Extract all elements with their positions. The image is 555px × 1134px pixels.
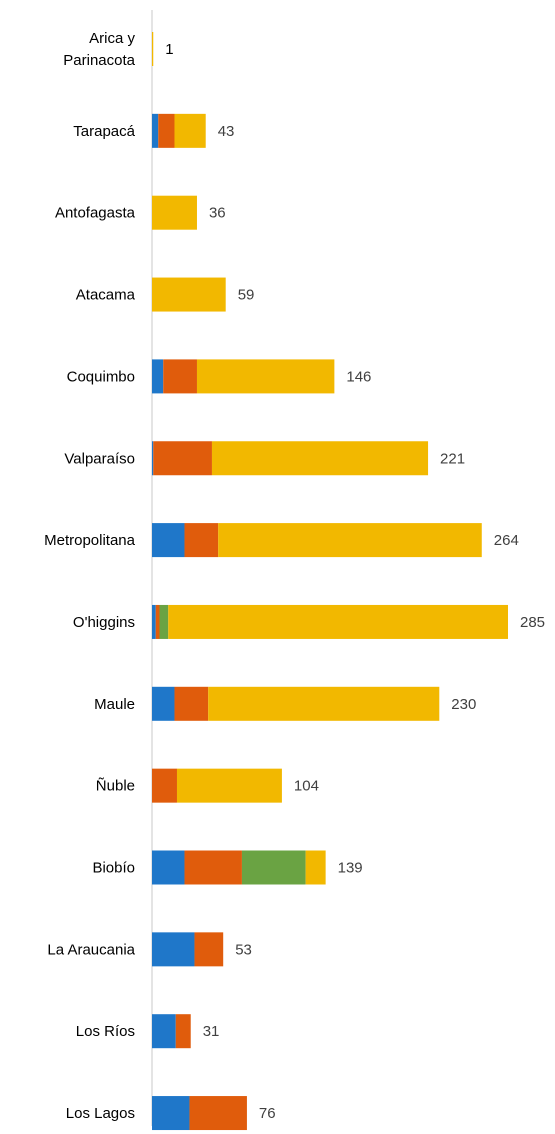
bar-segment-maule-series-4 (208, 686, 440, 721)
bar-segment-valparaiso-series-2 (153, 441, 212, 476)
bar-segment-biobio-series-1 (152, 850, 185, 885)
bar-segment-o-higgins-series-3 (159, 604, 169, 639)
bar-segment-metropolitana-series-2 (184, 523, 219, 558)
bar-segment-o-higgins-series-2 (155, 604, 160, 639)
total-label-o-higgins: 285 (520, 614, 545, 631)
category-label-line: Valparaíso (64, 450, 135, 467)
category-label-atacama: Atacama (76, 287, 136, 304)
bar-segment-valparaiso-series-1 (152, 441, 154, 476)
total-label-maule: 230 (451, 696, 476, 713)
total-label-nuble: 104 (294, 778, 319, 795)
total-label-los-rios: 31 (203, 1023, 220, 1040)
bar-segment-los-lagos-series-1 (152, 1096, 190, 1131)
bar-segment-tarapaca-series-4 (174, 113, 206, 148)
bar-segment-los-lagos-series-2 (189, 1096, 247, 1131)
total-label-atacama: 59 (238, 287, 255, 304)
bar-segment-la-araucania-series-2 (194, 932, 224, 967)
bar-segment-coquimbo-series-2 (163, 359, 197, 394)
total-label-metropolitana: 264 (494, 532, 519, 549)
category-label-la-araucania: La Araucania (47, 941, 135, 958)
bar-segment-o-higgins-series-4 (168, 604, 509, 639)
bar-segment-maule-series-2 (174, 686, 209, 721)
category-label-nuble: Ñuble (96, 778, 135, 795)
category-label-line: Maule (94, 696, 135, 713)
bars-layer (152, 32, 509, 1131)
bar-segment-los-rios-series-1 (152, 1014, 176, 1049)
total-label-antofagasta: 36 (209, 205, 226, 222)
category-label-line: Atacama (76, 287, 136, 304)
total-label-los-lagos: 76 (259, 1105, 276, 1122)
bar-segment-nuble-series-2 (152, 768, 177, 803)
category-label-line: O'higgins (73, 614, 135, 631)
total-label-tarapaca: 43 (218, 123, 235, 140)
category-label-line: La Araucania (47, 941, 135, 958)
bar-segment-arica-y-parinacota-series-4 (152, 32, 154, 66)
bar-segment-la-araucania-series-1 (152, 932, 195, 967)
category-label-line: Coquimbo (67, 368, 135, 385)
bar-segment-los-rios-series-2 (175, 1014, 191, 1049)
bar-segment-atacama-series-4 (152, 277, 226, 312)
labels-layer: Arica y Parinacota 1 Tarapacá 43 Antofagasta 3… (44, 30, 545, 1122)
bar-segment-valparaiso-series-4 (211, 441, 429, 476)
bar-segment-antofagasta-series-4 (152, 195, 197, 230)
total-label-coquimbo: 146 (346, 368, 371, 385)
category-label-line: Los Lagos (66, 1105, 135, 1122)
bar-segment-coquimbo-series-1 (152, 359, 164, 394)
category-label-los-lagos: Los Lagos (66, 1105, 135, 1122)
category-label-biobio: Biobío (92, 860, 135, 877)
category-label-line: Ñuble (96, 778, 135, 795)
bar-segment-nuble-series-4 (176, 768, 282, 803)
category-label-tarapaca: Tarapacá (73, 123, 135, 140)
category-label-line: Antofagasta (55, 205, 136, 222)
category-label-line: Los Ríos (76, 1023, 135, 1040)
category-label-line: Tarapacá (73, 123, 135, 140)
total-label-biobio: 139 (338, 860, 363, 877)
category-label-arica-y-parinacota: Arica y Parinacota (63, 30, 135, 69)
category-label-valparaiso: Valparaíso (64, 450, 135, 467)
category-label-los-rios: Los Ríos (76, 1023, 135, 1040)
bar-segment-coquimbo-series-4 (196, 359, 335, 394)
total-label-valparaiso: 221 (440, 450, 465, 467)
bar-segment-o-higgins-series-1 (152, 604, 156, 639)
category-label-line: Arica y (89, 30, 135, 47)
category-label-maule: Maule (94, 696, 135, 713)
category-label-line: Biobío (92, 860, 135, 877)
bar-segment-tarapaca-series-2 (158, 113, 175, 148)
category-label-o-higgins: O'higgins (73, 614, 135, 631)
bar-segment-biobio-series-4 (305, 850, 326, 885)
bar-segment-biobio-series-2 (184, 850, 242, 885)
total-label-la-araucania: 53 (235, 941, 252, 958)
bar-segment-metropolitana-series-1 (152, 523, 185, 558)
category-label-line: Metropolitana (44, 532, 136, 549)
bar-segment-biobio-series-3 (241, 850, 306, 885)
category-label-line: Parinacota (63, 52, 135, 69)
category-label-metropolitana: Metropolitana (44, 532, 136, 549)
total-label-arica-y-parinacota: 1 (165, 41, 173, 58)
bar-segment-tarapaca-series-1 (152, 113, 159, 148)
category-label-coquimbo: Coquimbo (67, 368, 135, 385)
bar-segment-maule-series-1 (152, 686, 175, 721)
bar-segment-metropolitana-series-4 (218, 523, 482, 558)
category-label-antofagasta: Antofagasta (55, 205, 136, 222)
